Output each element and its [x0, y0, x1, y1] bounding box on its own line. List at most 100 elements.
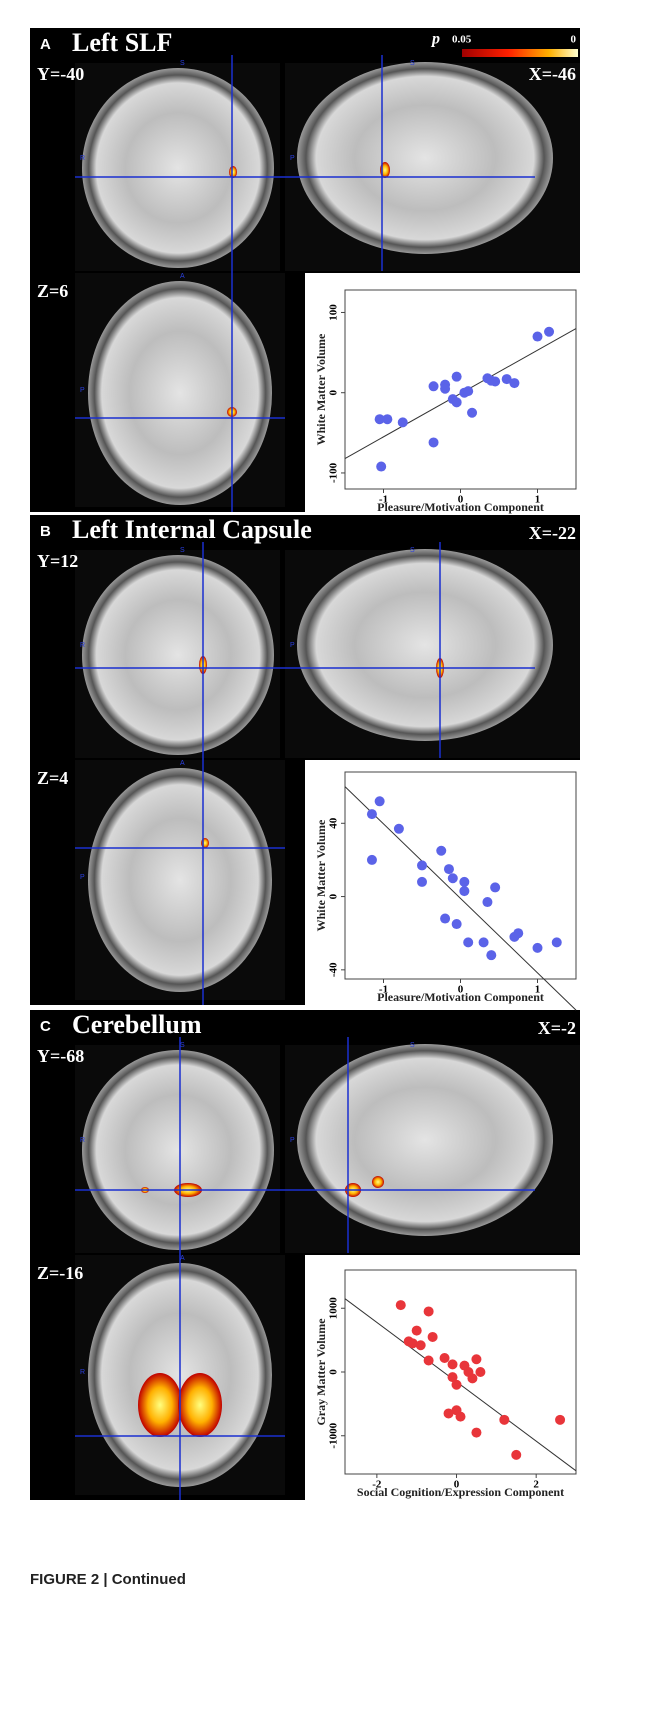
- point: [440, 383, 451, 394]
- y-axis-label: Gray Matter Volume: [314, 1318, 328, 1426]
- point: [555, 1414, 566, 1425]
- chart-background: [305, 1258, 580, 1500]
- slice-label: Z=4: [37, 768, 68, 788]
- slice-label: Y=-68: [37, 1046, 84, 1066]
- chart-background: [305, 278, 580, 515]
- colorbar-max: 0: [571, 34, 577, 46]
- point: [411, 1325, 422, 1336]
- point: [451, 397, 462, 408]
- y-tick-label: 40: [328, 817, 340, 829]
- orientation-label: P: [80, 387, 85, 394]
- point: [366, 809, 377, 820]
- point: [551, 937, 562, 948]
- y-axis-label: White Matter Volume: [314, 819, 328, 931]
- panel-title: Left Internal Capsule: [72, 515, 312, 544]
- x-tick-label: 0: [458, 984, 464, 996]
- point: [532, 331, 543, 342]
- orientation-label: S: [180, 1042, 185, 1049]
- slice-label: X=-22: [529, 523, 576, 543]
- point: [459, 886, 470, 897]
- panel-letter: A: [40, 36, 51, 53]
- x-tick-label: 1: [535, 984, 541, 996]
- panel-title: Cerebellum: [72, 1010, 202, 1039]
- point: [490, 376, 501, 387]
- point: [451, 919, 462, 930]
- x-tick-label: 1: [535, 494, 541, 506]
- orientation-label: S: [410, 547, 415, 554]
- slice-label: Z=-16: [37, 1263, 83, 1283]
- point: [447, 1359, 458, 1370]
- point: [509, 378, 520, 389]
- point: [382, 414, 393, 425]
- orientation-label: S: [180, 547, 185, 554]
- axial-slice: [88, 768, 272, 992]
- orientation-label: S: [410, 1042, 415, 1049]
- orientation-label: R: [80, 1369, 85, 1376]
- point: [513, 928, 524, 939]
- point: [443, 1408, 454, 1419]
- x-tick-label: -2: [372, 1479, 382, 1491]
- x-axis-label: Social Cognition/Expression Component: [357, 1485, 564, 1499]
- panel-title: Left SLF: [72, 28, 172, 57]
- x-axis-label: Pleasure/Motivation Component: [377, 500, 544, 514]
- point: [499, 1414, 510, 1425]
- coronal-slice: [82, 1050, 274, 1250]
- point: [532, 942, 543, 953]
- colorbar-label: p: [430, 31, 440, 48]
- caption: FIGURE 2 | Continued: [30, 1571, 186, 1588]
- point: [478, 937, 489, 948]
- coronal-slice: [82, 555, 274, 755]
- point: [451, 1379, 462, 1390]
- colorbar-min: 0.05: [452, 34, 472, 46]
- y-axis-label: White Matter Volume: [314, 333, 328, 445]
- x-tick-label: 0: [454, 1479, 460, 1491]
- point: [443, 864, 454, 875]
- point: [439, 1352, 450, 1363]
- y-tick-label: 100: [328, 304, 340, 321]
- orientation-label: P: [290, 1137, 295, 1144]
- orientation-label: A: [180, 1255, 185, 1262]
- point: [463, 386, 474, 397]
- point: [397, 417, 408, 428]
- point: [447, 873, 458, 884]
- point: [486, 950, 497, 961]
- point: [415, 1340, 426, 1351]
- point: [544, 326, 555, 337]
- activation: [201, 838, 209, 848]
- slice-label: Y=12: [37, 551, 78, 571]
- y-tick-label: 0: [328, 1369, 340, 1375]
- point: [395, 1300, 406, 1311]
- point: [374, 796, 385, 807]
- point: [467, 1373, 478, 1384]
- panel-letter: C: [40, 1018, 51, 1035]
- y-tick-label: 0: [328, 893, 340, 899]
- orientation-label: P: [80, 874, 85, 881]
- y-tick-label: 0: [328, 389, 340, 395]
- orientation-label: S: [180, 60, 185, 67]
- y-tick-label: -100: [328, 462, 340, 483]
- orientation-label: A: [180, 760, 185, 767]
- orientation-label: R: [80, 155, 85, 162]
- orientation-label: S: [410, 60, 415, 67]
- point: [467, 407, 478, 418]
- point: [511, 1449, 522, 1460]
- point: [417, 876, 427, 887]
- x-tick-label: 0: [458, 494, 464, 506]
- x-tick-label: 2: [533, 1479, 539, 1491]
- orientation-label: R: [80, 642, 85, 649]
- point: [490, 882, 501, 893]
- activation: [138, 1373, 182, 1437]
- point: [471, 1427, 482, 1438]
- y-tick-label: 1000: [328, 1297, 340, 1320]
- y-tick-label: -40: [328, 962, 340, 977]
- activation: [372, 1176, 384, 1188]
- sagittal-slice: [297, 62, 553, 254]
- point: [427, 1331, 438, 1342]
- slice-label: Y=-40: [37, 64, 84, 84]
- point: [455, 1411, 466, 1422]
- point: [428, 381, 439, 392]
- point: [501, 374, 512, 385]
- orientation-label: A: [180, 273, 185, 280]
- point: [374, 414, 385, 425]
